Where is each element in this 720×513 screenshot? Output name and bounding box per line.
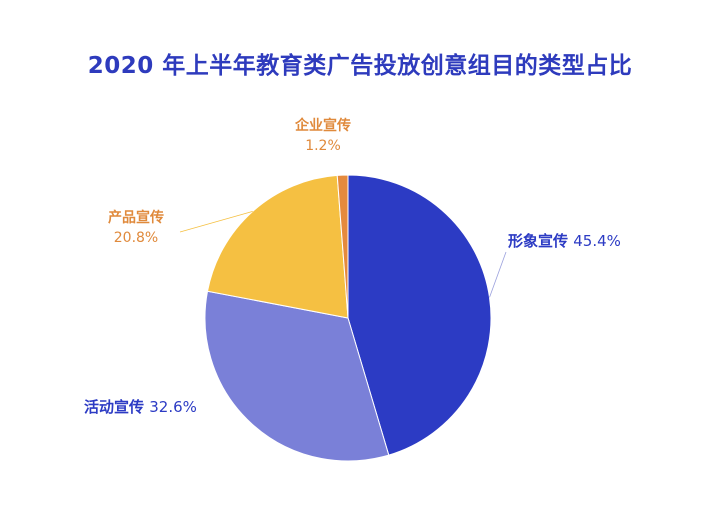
slice-label-value: 20.8% [114, 230, 158, 246]
slice-label-name: 活动宣传 [84, 398, 149, 416]
chart-title: 2020 年上半年教育类广告投放创意组目的类型占比 [87, 53, 633, 79]
slice-label-name: 产品宣传 [108, 209, 164, 226]
leader-line [179, 210, 253, 233]
pie-slice [347, 174, 492, 456]
pie-slice [204, 290, 390, 462]
slice-label: 形象宣传 45.4% [508, 232, 621, 250]
slice-label-name: 企业宣传 [294, 117, 351, 134]
pie-slice [206, 174, 349, 319]
slice-label-value: 32.6% [149, 398, 197, 416]
slice-label-name: 形象宣传 [508, 232, 573, 250]
leader-line [489, 251, 507, 298]
slice-label-value: 1.2% [305, 138, 341, 154]
pie-slice [336, 174, 349, 319]
slice-label-value: 45.4% [573, 232, 621, 250]
slice-label: 活动宣传 32.6% [84, 398, 197, 416]
